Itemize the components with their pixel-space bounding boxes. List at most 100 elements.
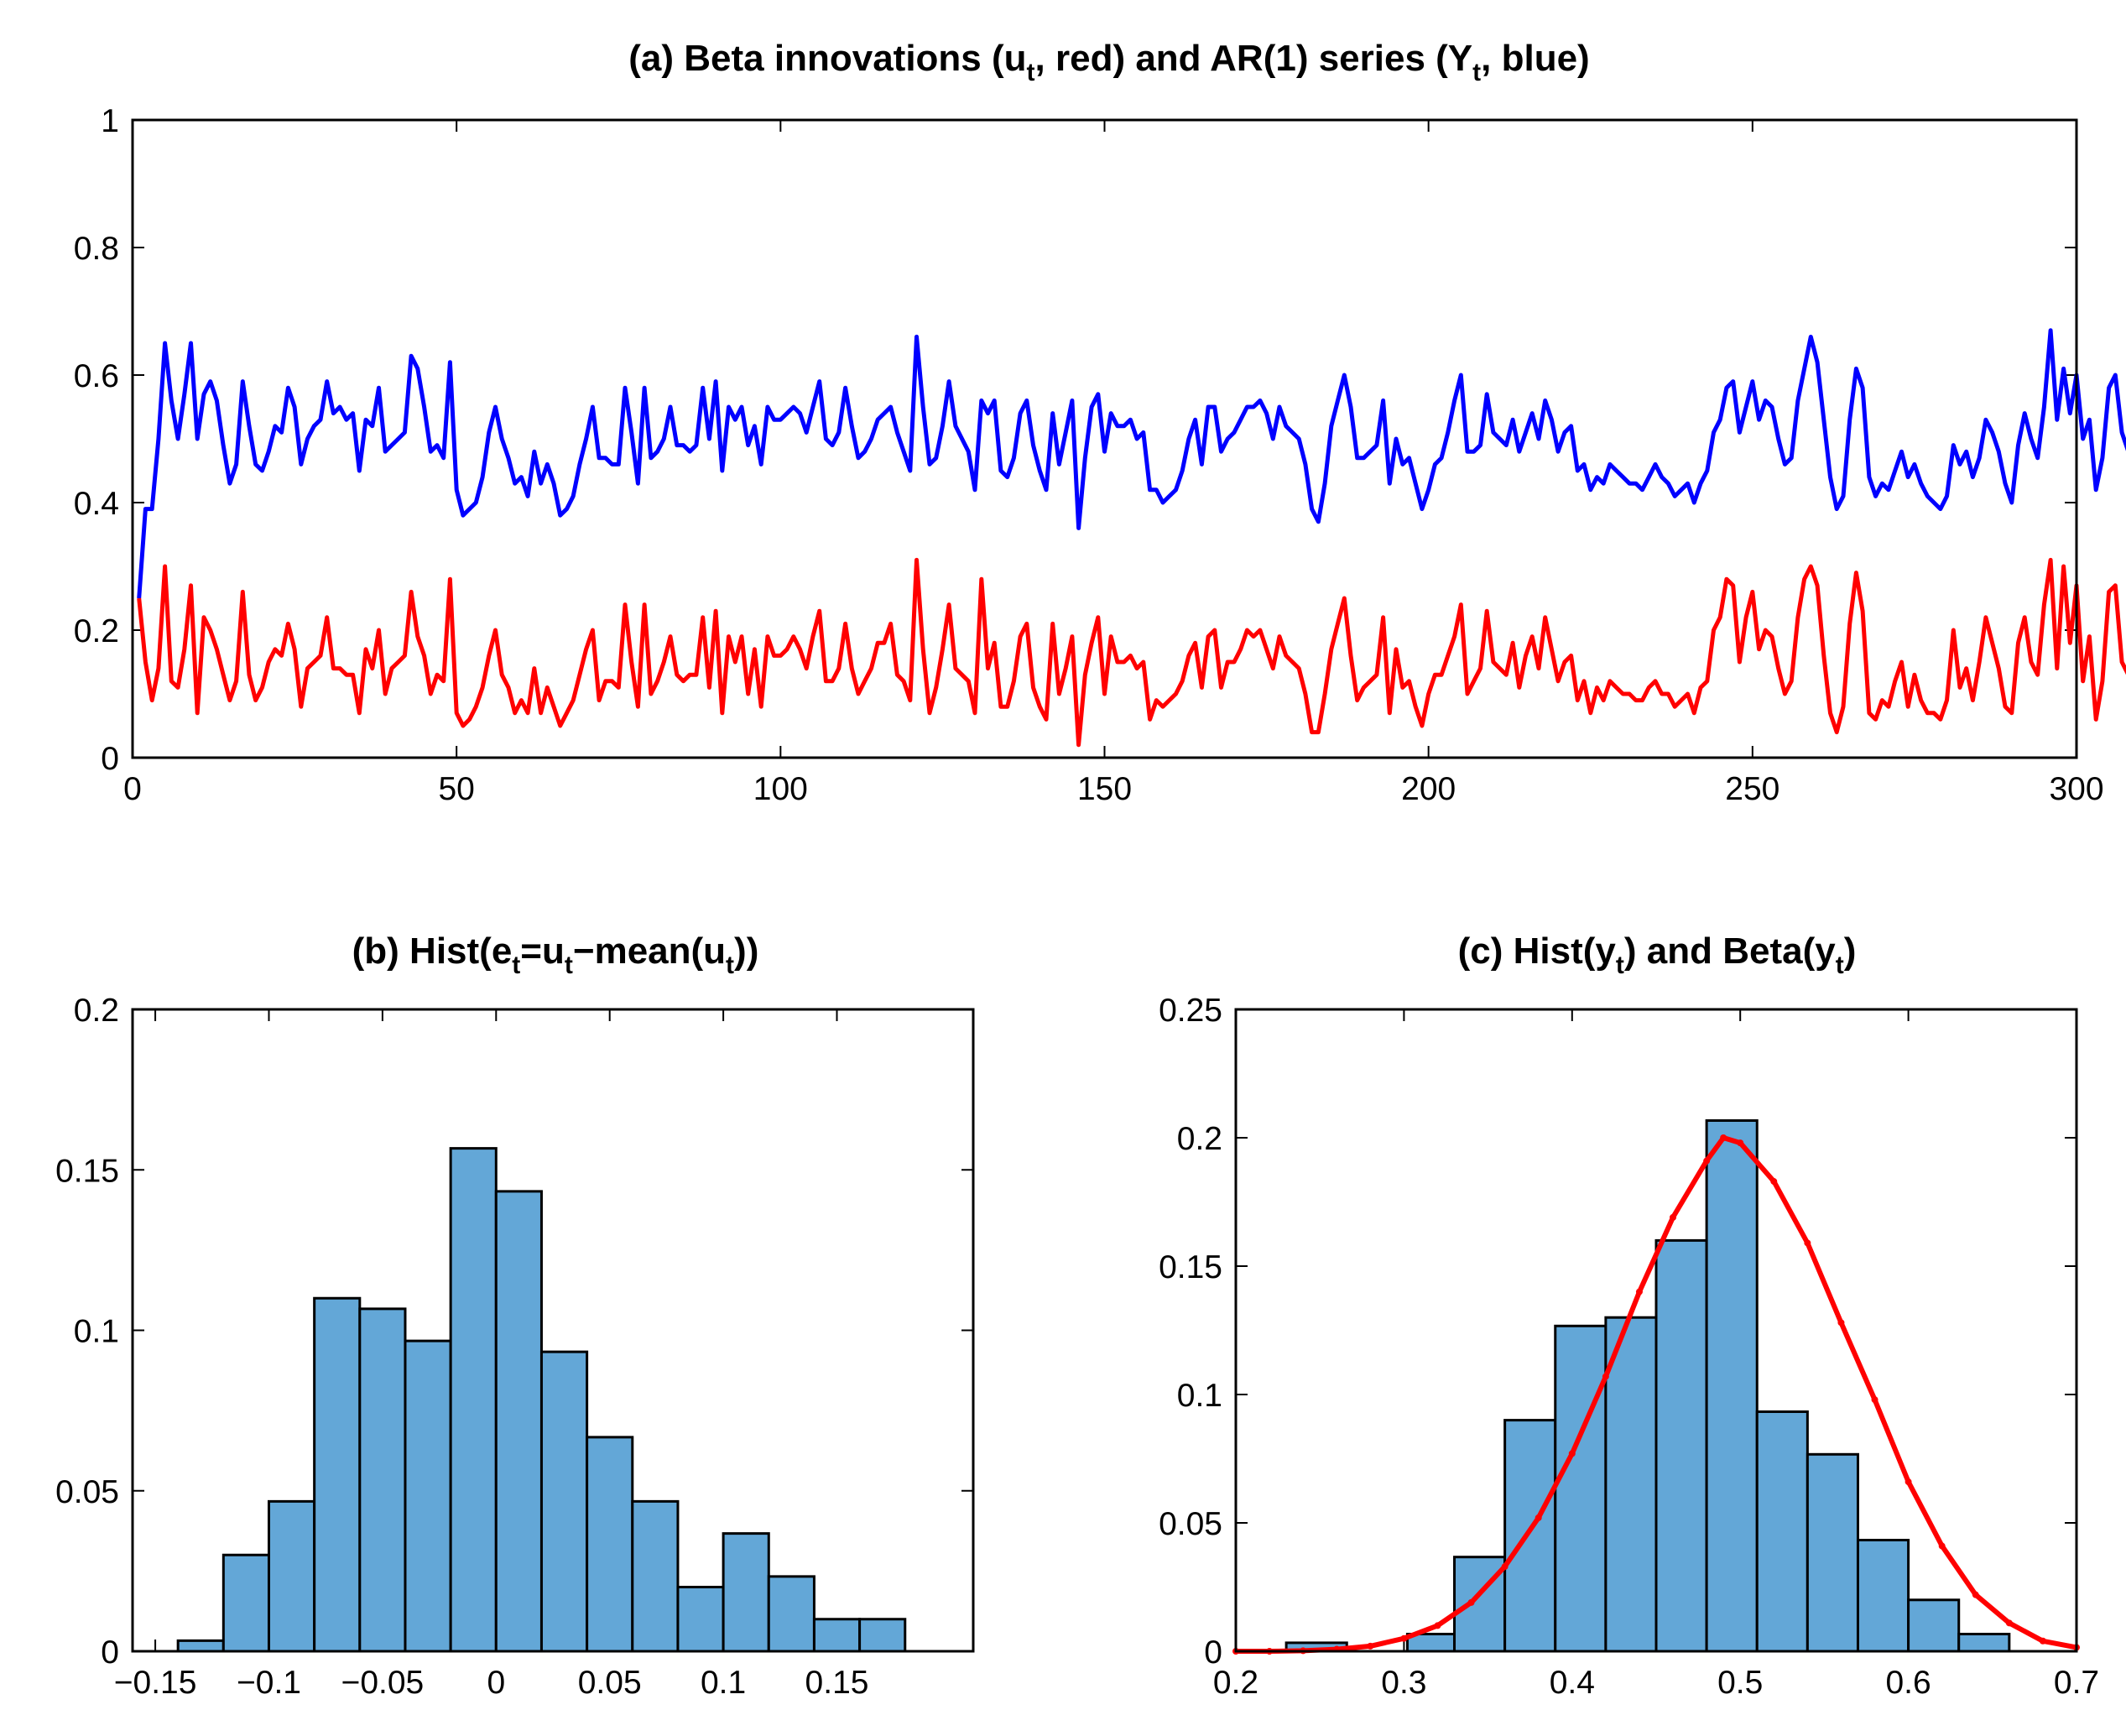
x-tick-label: −0.05 (341, 1665, 425, 1701)
panel-a-axes-box (131, 118, 2078, 759)
beta-curve-point (1770, 1178, 1778, 1186)
beta-curve-point (1703, 1157, 1711, 1165)
beta-curve-point (1720, 1134, 1727, 1141)
panel-b-histogram: (b) Hist(et=ut−mean(ut)) −0.15 −0.1 −0.05 0… (55, 931, 975, 1701)
beta-curve-point (1535, 1514, 1542, 1521)
histogram-bar (1755, 1410, 1809, 1653)
y-tick-label: 0.05 (55, 1474, 119, 1510)
panel-c-axes-box (1234, 1008, 2078, 1653)
beta-curve-point (1434, 1622, 1441, 1629)
x-tick-label: 0.05 (578, 1665, 642, 1701)
x-tick-label: 100 (753, 771, 808, 807)
panel-a-line-chart: (a) Beta innovations (ut, red) and AR(1)… (74, 38, 2126, 807)
y-tick-label: 0 (101, 741, 119, 777)
beta-curve-point (1938, 1542, 1946, 1550)
y-tick-label: 0.2 (74, 613, 119, 649)
histogram-bar (539, 1350, 589, 1653)
histogram-bar (1907, 1598, 1961, 1653)
x-tick-label: 0.4 (1550, 1665, 1595, 1701)
beta-curve-point (1467, 1598, 1475, 1606)
panel-a-ticks: 0 50 100 150 200 250 300 0 0.2 0.4 0.6 0.8 1 (74, 103, 2104, 807)
beta-curve-point (1670, 1213, 1677, 1221)
beta-curve-point (1400, 1634, 1408, 1642)
panel-c-histogram: (c) Hist(yt) and Beta(yt) 0.2 0.3 0.4 0.5 0.… (1159, 931, 2099, 1701)
panel-b-ticks: −0.15 −0.1 −0.05 0 0.05 0.1 0.15 0 0.05 0.1 0.15 0.… (55, 993, 973, 1701)
histogram-bar (404, 1339, 452, 1653)
x-tick-label: 0 (123, 771, 142, 807)
panel-b-plot-area (176, 1147, 907, 1653)
histogram-bar (313, 1296, 362, 1653)
histogram-bar (1856, 1539, 1910, 1653)
histogram-bar (221, 1553, 270, 1653)
histogram-bar (1604, 1316, 1658, 1653)
series-line-u (137, 557, 2126, 748)
histogram-bar (358, 1307, 407, 1653)
beta-curve-point (2039, 1637, 2046, 1645)
histogram-bar (267, 1499, 316, 1653)
histogram-bar (631, 1499, 680, 1653)
x-tick-label: −0.15 (114, 1665, 197, 1701)
beta-curve-point (1837, 1319, 1845, 1327)
histogram-bar (676, 1586, 725, 1653)
beta-curve-point (1871, 1396, 1878, 1404)
x-tick-label: 0.3 (1381, 1665, 1426, 1701)
histogram-bar (1705, 1118, 1759, 1653)
series-line-Y (137, 328, 2126, 599)
histogram-bar (722, 1532, 770, 1653)
panel-b-axes-box (131, 1008, 975, 1653)
panel-c-plot-area (1232, 1118, 2080, 1655)
panel-b-title: (b) Hist(et=ut−mean(ut)) (352, 931, 759, 979)
beta-curve-point (1568, 1450, 1576, 1457)
x-tick-label: 0.6 (1885, 1665, 1931, 1701)
histogram-bar (176, 1639, 225, 1653)
y-tick-label: 0 (101, 1634, 119, 1671)
x-tick-label: 0.2 (1213, 1665, 1258, 1701)
y-tick-label: 0.25 (1159, 993, 1222, 1029)
y-tick-label: 0.8 (74, 231, 119, 267)
x-tick-label: 300 (2049, 771, 2103, 807)
x-tick-label: 0.5 (1717, 1665, 1763, 1701)
histogram-bar (586, 1436, 634, 1653)
y-tick-label: 0.6 (74, 358, 119, 394)
y-tick-label: 0.1 (74, 1314, 119, 1350)
x-tick-label: 0.7 (2054, 1665, 2099, 1701)
y-tick-label: 0.15 (1159, 1249, 1222, 1285)
beta-curve-point (1635, 1288, 1643, 1295)
y-tick-label: 1 (101, 103, 119, 139)
x-tick-label: 0 (487, 1665, 505, 1701)
histogram-bar (1806, 1452, 1859, 1653)
histogram-bar (1654, 1238, 1708, 1653)
histogram-bar (812, 1618, 862, 1653)
beta-curve-point (1737, 1139, 1744, 1147)
y-tick-label: 0.15 (55, 1153, 119, 1189)
histogram-bar (767, 1575, 815, 1653)
x-tick-label: 250 (1725, 771, 1779, 807)
histogram-bar (449, 1147, 498, 1653)
y-tick-label: 0 (1204, 1634, 1222, 1671)
x-tick-label: −0.1 (237, 1665, 301, 1701)
y-tick-label: 0.2 (74, 993, 119, 1029)
beta-curve-point (1972, 1591, 1979, 1598)
beta-curve-point (1602, 1373, 1609, 1380)
histogram-bar (494, 1190, 543, 1653)
x-tick-label: 0.1 (701, 1665, 746, 1701)
panel-a-plot-area (137, 328, 2126, 748)
panel-c-ticks: 0.2 0.3 0.4 0.5 0.6 0.7 0 0.05 0.1 0.15 0.2 0.25 (1159, 993, 2099, 1701)
histogram-bar (1554, 1324, 1608, 1653)
histogram-bar (858, 1618, 907, 1653)
beta-curve-point (1804, 1239, 1811, 1247)
beta-curve-point (1367, 1642, 1374, 1650)
beta-curve-point (2005, 1619, 2013, 1627)
y-tick-label: 0.05 (1159, 1506, 1222, 1542)
y-tick-label: 0.2 (1177, 1121, 1222, 1157)
y-tick-label: 0.1 (1177, 1378, 1222, 1414)
x-tick-label: 50 (438, 771, 474, 807)
x-tick-label: 0.15 (805, 1665, 869, 1701)
panel-a-title: (a) Beta innovations (ut, red) and AR(1)… (628, 38, 1589, 86)
y-tick-label: 0.4 (74, 486, 119, 522)
panel-c-title: (c) Hist(yt) and Beta(yt) (1458, 931, 1857, 979)
histogram-bar (1957, 1632, 2011, 1653)
histogram-bar (1503, 1419, 1557, 1653)
beta-curve-point (1501, 1563, 1509, 1571)
